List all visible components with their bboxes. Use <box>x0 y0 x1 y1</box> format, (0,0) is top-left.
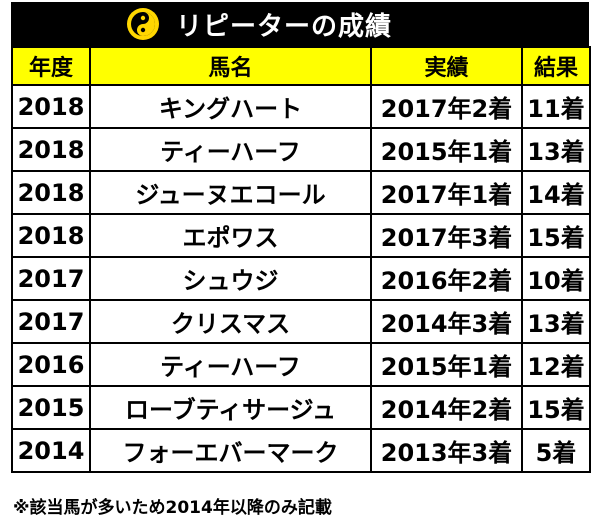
header-result: 結果 <box>521 46 591 86</box>
title-bar: リピーターの成績 <box>11 2 589 46</box>
cell-horse-name: ローブティサージュ <box>89 385 372 430</box>
footnote: ※該当馬が多いため2014年以降のみ記載 <box>13 498 332 518</box>
table-row: 2017 クリスマス 2014年3着 13着 <box>11 299 591 344</box>
cell-record: 2014年2着 <box>370 385 523 430</box>
cell-record: 2013年3着 <box>370 428 523 473</box>
cell-year: 2018 <box>11 213 91 258</box>
cell-year: 2016 <box>11 342 91 387</box>
table-row: 2018 ティーハーフ 2015年1着 13着 <box>11 127 591 172</box>
table-row: 2014 フォーエバーマーク 2013年3着 5着 <box>11 428 591 473</box>
cell-record: 2017年2着 <box>370 84 523 129</box>
cell-record: 2016年2着 <box>370 256 523 301</box>
table-row: 2015 ローブティサージュ 2014年2着 15着 <box>11 385 591 430</box>
cell-horse-name: キングハート <box>89 84 372 129</box>
cell-result: 13着 <box>521 299 591 344</box>
cell-horse-name: フォーエバーマーク <box>89 428 372 473</box>
cell-result: 15着 <box>521 385 591 430</box>
cell-record: 2015年1着 <box>370 342 523 387</box>
cell-horse-name: エポワス <box>89 213 372 258</box>
table-header-row: 年度 馬名 実績 結果 <box>11 46 591 86</box>
yin-yang-emblem-icon <box>126 7 160 41</box>
cell-record: 2017年3着 <box>370 213 523 258</box>
cell-record: 2014年3着 <box>370 299 523 344</box>
cell-result: 13着 <box>521 127 591 172</box>
cell-year: 2018 <box>11 127 91 172</box>
cell-year: 2014 <box>11 428 91 473</box>
cell-year: 2018 <box>11 170 91 215</box>
cell-year: 2017 <box>11 256 91 301</box>
cell-result: 14着 <box>521 170 591 215</box>
cell-year: 2015 <box>11 385 91 430</box>
header-record: 実績 <box>370 46 523 86</box>
cell-result: 12着 <box>521 342 591 387</box>
cell-result: 10着 <box>521 256 591 301</box>
cell-horse-name: ティーハーフ <box>89 342 372 387</box>
cell-horse-name: ティーハーフ <box>89 127 372 172</box>
cell-record: 2015年1着 <box>370 127 523 172</box>
cell-result: 15着 <box>521 213 591 258</box>
table-row: 2018 エポワス 2017年3着 15着 <box>11 213 591 258</box>
results-table: 年度 馬名 実績 結果 2018 キングハート 2017年2着 11着 2018… <box>11 46 591 473</box>
cell-result: 5着 <box>521 428 591 473</box>
cell-horse-name: クリスマス <box>89 299 372 344</box>
table-row: 2018 キングハート 2017年2着 11着 <box>11 84 591 129</box>
cell-result: 11着 <box>521 84 591 129</box>
page-title: リピーターの成績 <box>176 11 393 42</box>
header-horse-name: 馬名 <box>89 46 372 86</box>
cell-year: 2018 <box>11 84 91 129</box>
table-row: 2018 ジューヌエコール 2017年1着 14着 <box>11 170 591 215</box>
table-row: 2016 ティーハーフ 2015年1着 12着 <box>11 342 591 387</box>
cell-year: 2017 <box>11 299 91 344</box>
cell-horse-name: ジューヌエコール <box>89 170 372 215</box>
cell-horse-name: シュウジ <box>89 256 372 301</box>
cell-record: 2017年1着 <box>370 170 523 215</box>
table-row: 2017 シュウジ 2016年2着 10着 <box>11 256 591 301</box>
header-year: 年度 <box>11 46 91 86</box>
